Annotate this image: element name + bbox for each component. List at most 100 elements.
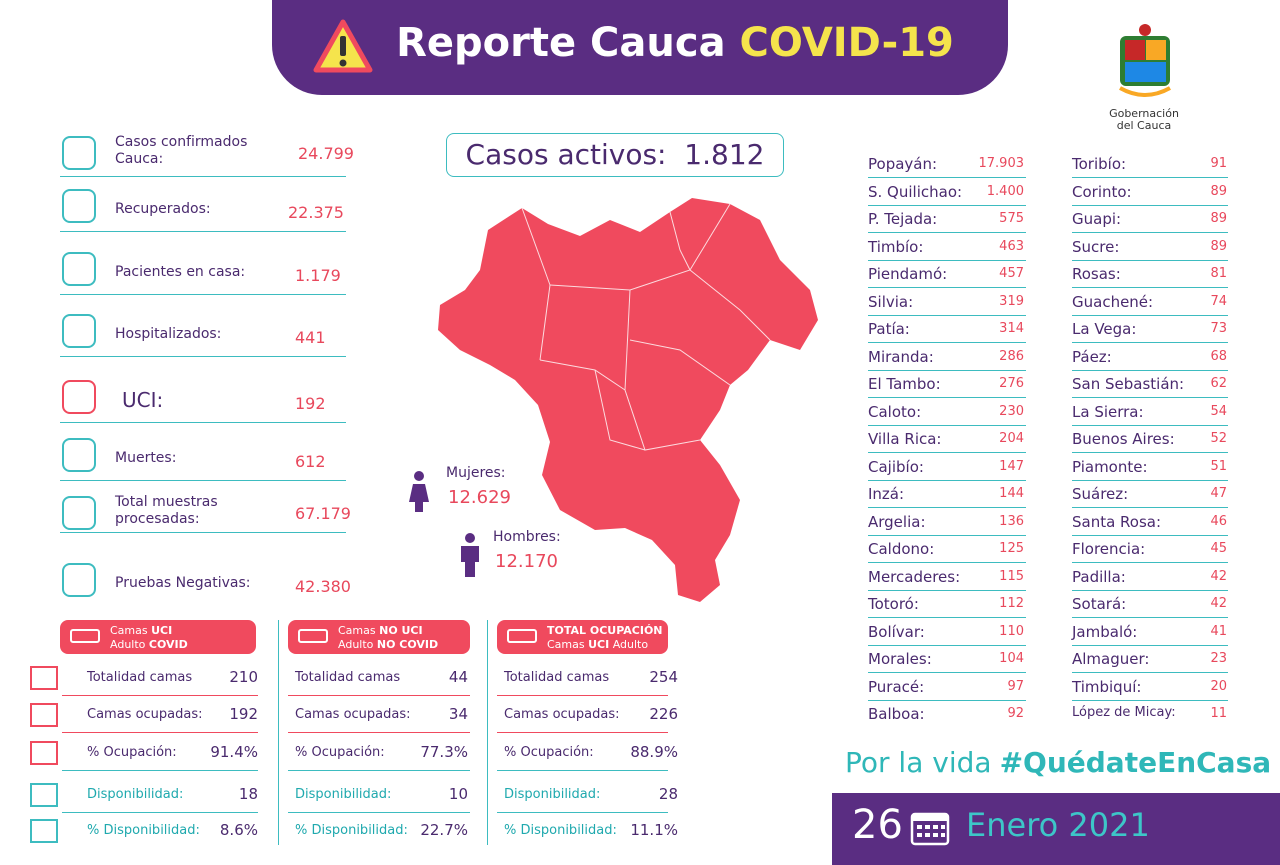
separator (60, 480, 346, 481)
municipality-name: Puracé: (868, 677, 925, 696)
municipality-value: 463 (999, 238, 1024, 254)
bed-label: Totalidad camas (87, 670, 193, 685)
municipality-name: Almaguer: (1072, 650, 1150, 668)
separator (60, 294, 346, 295)
separator (1072, 672, 1228, 673)
municipality-name: Cajibío: (868, 457, 924, 476)
row-icon (30, 783, 58, 807)
separator (1072, 177, 1228, 178)
heading-line: Camas UCI (110, 624, 256, 638)
separator (1072, 204, 1228, 206)
municipality-value: 147 (999, 458, 1024, 474)
summary-value: 192 (295, 394, 326, 413)
title-accent: COVID-19 (739, 20, 954, 66)
municipality-name: Sucre: (1072, 237, 1120, 256)
active-label: Casos activos: (465, 138, 667, 171)
separator (868, 369, 1026, 371)
municipality-value: 62 (1210, 376, 1227, 391)
row-icon (30, 819, 58, 843)
separator (868, 342, 1026, 343)
municipality-name: Santa Rosa: (1072, 512, 1162, 531)
separator (1072, 259, 1228, 261)
municipality-name: Guachené: (1072, 292, 1154, 311)
municipality-name: Sotará: (1072, 595, 1127, 613)
municipality-name: Villa Rica: (868, 430, 942, 448)
separator (868, 589, 1026, 591)
bed-label: % Ocupación: (87, 745, 177, 760)
title: Reporte Cauca COVID-19 (272, 20, 1008, 66)
separator (1072, 534, 1228, 536)
gender-value: 12.629 (448, 487, 511, 508)
separator (1072, 562, 1228, 563)
municipality-name: Popayán: (868, 155, 938, 173)
separator (62, 812, 258, 813)
municipality-name: Bolívar: (868, 622, 925, 641)
municipality-value: 68 (1210, 348, 1227, 364)
heading-part: Adulto (338, 638, 377, 651)
separator (868, 397, 1026, 398)
bed-label: Disponibilidad: (504, 787, 601, 802)
separator (60, 356, 346, 357)
municipality-value: 42 (1210, 568, 1227, 584)
bed-label: % Disponibilidad: (504, 823, 617, 838)
calendar-icon (910, 812, 950, 846)
summary-label: UCI: (122, 388, 164, 412)
beds-heading: TOTAL OCUPACIÓN Camas UCI Adulto (497, 620, 668, 654)
municipality-name: Florencia: (1072, 540, 1146, 558)
bed-label: Camas ocupadas: (504, 707, 620, 722)
summary-value: 612 (295, 452, 326, 471)
municipality-value: 23 (1210, 651, 1227, 666)
separator (868, 314, 1026, 316)
bed-icon (298, 629, 328, 643)
separator (60, 532, 346, 533)
bed-label: % Ocupación: (504, 745, 594, 760)
municipality-value: 204 (999, 431, 1024, 446)
bed-label: Camas ocupadas: (295, 707, 411, 722)
heading-part: Adulto (110, 638, 149, 651)
municipality-value: 89 (1210, 211, 1227, 226)
municipality-value: 314 (999, 321, 1024, 336)
separator (1072, 424, 1228, 426)
municipality-value: 276 (999, 376, 1024, 391)
municipality-value: 110 (999, 623, 1024, 639)
bed-value: 226 (649, 705, 678, 723)
separator (868, 562, 1026, 563)
municipality-value: 112 (999, 596, 1024, 611)
date-box (832, 793, 1280, 865)
gender-value: 12.170 (495, 551, 558, 572)
separator (868, 699, 1026, 701)
municipality-name: El Tambo: (868, 375, 941, 393)
municipality-name: Inzá: (868, 485, 905, 503)
separator (868, 507, 1026, 508)
municipality-value: 52 (1210, 431, 1227, 446)
logo-line: del Cauca (1116, 119, 1172, 132)
municipality-value: 136 (999, 513, 1024, 529)
heading-part: TOTAL OCUPACIÓN (547, 624, 663, 637)
municipality-value: 41 (1210, 623, 1227, 639)
bed-label: Totalidad camas (295, 670, 401, 685)
summary-label: Total muestras procesadas: (115, 494, 218, 527)
separator (868, 259, 1026, 261)
municipality-value: 1.400 (986, 183, 1024, 199)
separator (868, 287, 1026, 288)
separator (868, 424, 1026, 426)
heading-part: Adulto (609, 638, 649, 651)
bed-value: 10 (448, 785, 468, 803)
divider (278, 620, 279, 845)
separator (868, 204, 1026, 206)
heading-line: Camas NO UCI (338, 624, 470, 638)
summary-icon (62, 136, 96, 170)
municipality-name: Caldono: (868, 540, 935, 558)
separator (60, 422, 346, 423)
separator (868, 479, 1026, 481)
beds-heading: Camas UCI Adulto COVID (60, 620, 256, 654)
separator (288, 770, 470, 771)
separator (1072, 617, 1228, 618)
municipality-name: Corinto: (1072, 182, 1132, 201)
municipality-name: Argelia: (868, 512, 926, 531)
heading-part: Camas (547, 638, 589, 651)
bed-icon (507, 629, 537, 643)
separator (288, 695, 470, 696)
municipality-value: 11 (1210, 706, 1227, 721)
